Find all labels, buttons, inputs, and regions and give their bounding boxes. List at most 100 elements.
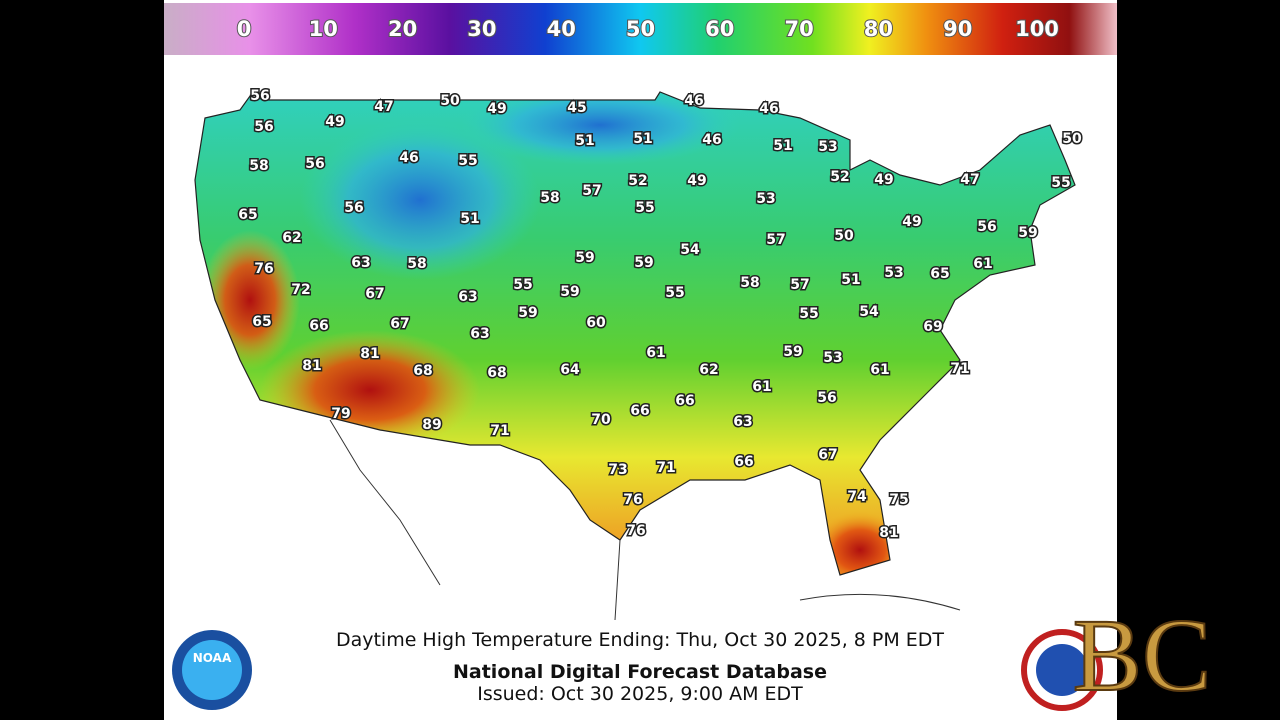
temperature-label: 64	[560, 362, 580, 378]
temperature-label: 51	[633, 131, 652, 147]
temperature-label: 81	[879, 525, 898, 541]
temperature-label: 76	[623, 492, 642, 508]
temperature-label: 70	[591, 412, 611, 428]
temperature-label: 56	[305, 156, 324, 172]
temperature-label: 61	[752, 379, 771, 395]
temperature-label: 66	[675, 393, 694, 409]
temperature-label: 66	[630, 403, 649, 419]
temperature-label: 59	[634, 255, 653, 271]
temperature-label: 56	[250, 88, 269, 104]
colorbar	[164, 3, 1117, 55]
temperature-label: 46	[759, 101, 778, 117]
coastline	[329, 419, 961, 621]
temperature-label: 59	[518, 305, 537, 321]
temperature-label: 50	[440, 93, 460, 109]
temperature-label: 67	[390, 316, 409, 332]
colorbar-label: 100	[1015, 17, 1059, 41]
temperature-label: 49	[874, 172, 893, 188]
temperature-label: 55	[513, 277, 532, 293]
temperature-label: 56	[254, 119, 273, 135]
temperature-label: 51	[460, 211, 479, 227]
temperature-label: 57	[766, 232, 785, 248]
temperature-label: 75	[889, 492, 908, 508]
temperature-label: 51	[773, 138, 792, 154]
temperature-label: 72	[291, 282, 310, 298]
temperature-label: 55	[635, 200, 654, 216]
temperature-label: 58	[249, 158, 268, 174]
temperature-label: 73	[608, 462, 627, 478]
colorbar-label: 20	[388, 17, 417, 41]
channel-logo: BC	[1073, 598, 1212, 713]
temperature-label: 69	[923, 319, 942, 335]
temperature-label: 71	[950, 361, 969, 377]
colorbar-label: 80	[864, 17, 893, 41]
temperature-label: 59	[575, 250, 594, 266]
temperature-label: 55	[665, 285, 684, 301]
temperature-label: 55	[1051, 175, 1070, 191]
colorbar-label: 70	[784, 17, 813, 41]
temperature-label: 60	[586, 315, 606, 331]
colorbar-label: 60	[705, 17, 734, 41]
colorbar-labels: 0 10 20 30 40 50 60 70 80 90 100	[236, 16, 1060, 42]
noaa-text: NOAA	[193, 651, 232, 665]
temperature-label: 50	[1062, 131, 1082, 147]
temperature-label: 49	[902, 214, 921, 230]
temperature-label: 56	[977, 219, 996, 235]
source-title: National Digital Forecast Database	[453, 661, 827, 683]
temperature-label: 53	[884, 265, 903, 281]
temperature-label: 54	[680, 242, 700, 258]
temperature-label: 49	[325, 114, 344, 130]
temperature-label: 46	[702, 132, 721, 148]
issued-time: Issued: Oct 30 2025, 9:00 AM EDT	[477, 683, 803, 705]
colorbar-label: 40	[547, 17, 576, 41]
temperature-label: 57	[790, 277, 809, 293]
temperature-label: 56	[817, 390, 836, 406]
temperature-label: 53	[756, 191, 775, 207]
temperature-label: 47	[374, 99, 393, 115]
temperature-label: 63	[351, 255, 370, 271]
temperature-label: 59	[560, 284, 579, 300]
temperature-label: 53	[818, 139, 837, 155]
temperature-label: 66	[309, 318, 328, 334]
colorbar-label: 90	[943, 17, 972, 41]
temperature-label: 76	[254, 261, 273, 277]
colorbar-label: 0	[237, 17, 252, 41]
temperature-label: 74	[847, 489, 867, 505]
colorbar-label: 10	[309, 17, 338, 41]
temperature-label: 51	[575, 133, 594, 149]
colorbar-label: 30	[467, 17, 496, 41]
map-title: Daytime High Temperature Ending: Thu, Oc…	[336, 629, 944, 651]
temperature-label: 59	[783, 344, 802, 360]
temperature-label: 68	[487, 365, 506, 381]
colorbar-label: 50	[626, 17, 655, 41]
temperature-label: 58	[740, 275, 759, 291]
temperature-label: 81	[360, 346, 379, 362]
temperature-label: 58	[407, 256, 426, 272]
temperature-label: 71	[490, 423, 509, 439]
temperature-label: 52	[830, 169, 849, 185]
temperature-label: 63	[733, 414, 752, 430]
temperature-label: 61	[973, 256, 992, 272]
noaa-logo: NOAA	[172, 630, 252, 710]
temperature-label: 53	[823, 350, 842, 366]
temperature-label: 89	[422, 417, 441, 433]
temperature-label: 65	[252, 314, 271, 330]
temperature-label: 68	[413, 363, 432, 379]
temperature-label: 50	[834, 228, 854, 244]
temperature-labels: 56 47 50 49 45 46 46 56 49 51 51 46 51 53 50 58 56 46 55 52…	[237, 87, 1084, 543]
nws-logo	[1021, 629, 1103, 711]
temperature-label: 65	[238, 207, 257, 223]
temperature-label: 49	[487, 101, 506, 117]
temperature-label: 47	[960, 172, 979, 188]
temperature-label: 55	[799, 306, 818, 322]
temperature-label: 62	[699, 362, 718, 378]
temperature-label: 81	[302, 358, 321, 374]
temperature-label: 58	[540, 190, 559, 206]
temperature-label: 79	[331, 406, 350, 422]
temperature-label: 62	[282, 230, 301, 246]
temperature-label: 56	[344, 200, 363, 216]
temperature-label: 76	[626, 523, 645, 539]
temperature-label: 45	[567, 100, 586, 116]
temperature-label: 51	[841, 272, 860, 288]
temperature-label: 52	[628, 173, 647, 189]
